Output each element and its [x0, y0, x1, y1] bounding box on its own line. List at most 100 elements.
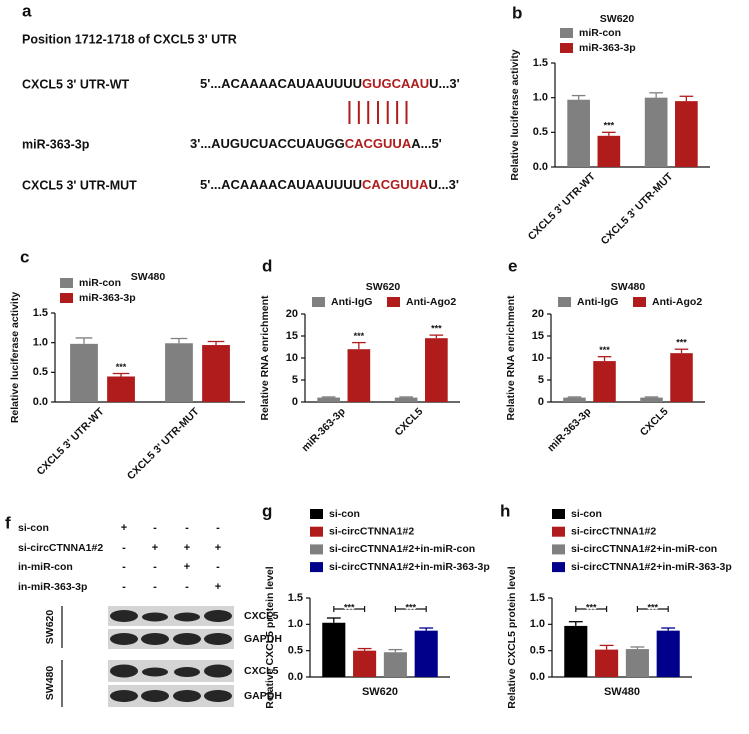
chart-title: SW620 — [366, 281, 401, 293]
band — [204, 633, 232, 645]
treatment-label: si-circCTNNA1#2 — [18, 542, 103, 554]
legend-swatch — [387, 297, 400, 307]
x-tick-label: CXCL5 3' UTR-WT — [526, 170, 599, 243]
legend-swatch — [558, 297, 571, 307]
y-tick-label: 1.5 — [33, 307, 48, 319]
legend-label: si-circCTNNA1#2+in-miR-con — [571, 543, 717, 555]
y-tick-label: 0 — [538, 396, 544, 408]
x-tick-label: miR-363-3p — [545, 406, 594, 455]
sequence-part: U...3' — [428, 177, 459, 192]
treatment-mark: - — [153, 581, 157, 593]
legend-swatch — [552, 544, 565, 555]
sequence: 5'...ACAAAACAUAAUUUUCACGUUAU...3' — [200, 177, 459, 192]
y-tick-label: 1.0 — [530, 618, 545, 630]
bar — [353, 650, 377, 677]
y-tick-label: 1.5 — [533, 57, 548, 69]
legend-label: si-circCTNNA1#2+in-miR-con — [329, 543, 475, 555]
significance-label: *** — [648, 602, 659, 612]
band-label: CXCL5 — [244, 610, 279, 622]
bar — [675, 101, 698, 167]
panel-letter: a — [22, 1, 32, 20]
y-tick-label: 0.0 — [530, 671, 545, 683]
y-tick-label: 5 — [538, 374, 544, 386]
legend-swatch — [310, 526, 323, 537]
significance-label: *** — [354, 331, 365, 341]
treatment-mark: - — [185, 581, 189, 593]
cell-line-label: SW620 — [44, 610, 56, 645]
legend-swatch — [560, 43, 573, 53]
y-tick-label: 1.0 — [533, 92, 548, 104]
y-tick-label: 0.5 — [533, 126, 548, 138]
significance-label: *** — [676, 338, 687, 348]
band — [204, 610, 232, 622]
legend-swatch — [560, 28, 573, 38]
y-tick-label: 0 — [292, 396, 298, 408]
band — [110, 664, 138, 678]
treatment-mark: + — [121, 522, 127, 534]
treatment-label: si-con — [18, 522, 49, 534]
y-tick-label: 0.0 — [33, 396, 48, 408]
y-tick-label: 10 — [286, 352, 298, 364]
significance-label: *** — [604, 121, 615, 131]
bar — [670, 353, 693, 402]
treatment-mark: - — [122, 561, 126, 573]
x-tick-label: CXCL5 — [393, 405, 426, 438]
band — [173, 690, 201, 702]
cell-line-label: SW480 — [44, 666, 56, 701]
blot-strip — [108, 629, 234, 649]
legend-label: si-circCTNNA1#2 — [329, 525, 414, 537]
treatment-mark: - — [216, 561, 220, 573]
bar — [317, 397, 340, 402]
band — [142, 612, 168, 622]
bar — [640, 397, 663, 402]
y-tick-label: 0.5 — [288, 645, 303, 657]
bar — [425, 338, 448, 402]
sequence-part: CACGUUA — [345, 136, 412, 151]
bar — [563, 397, 586, 402]
legend-label: miR-363-3p — [579, 42, 636, 54]
panel-letter: g — [262, 501, 272, 520]
treatment-mark: + — [215, 581, 221, 593]
y-axis-label: Relative RNA enrichment — [505, 295, 517, 421]
significance-label: *** — [599, 345, 610, 355]
legend-label: si-con — [329, 508, 360, 520]
bar — [593, 361, 616, 402]
band — [142, 667, 168, 677]
panel-letter: e — [508, 256, 517, 275]
sequence-part: U...3' — [429, 76, 460, 91]
legend-label: si-circCTNNA1#2 — [571, 525, 656, 537]
panel-letter: d — [262, 256, 272, 275]
bar — [597, 135, 621, 167]
sequence: 3'...AUGUCUACCUAUGGCACGUUAA...5' — [190, 136, 442, 151]
legend-label: miR-con — [79, 277, 121, 289]
bar — [107, 376, 135, 402]
panel-letter: f — [5, 513, 11, 532]
x-axis-label: SW480 — [604, 686, 640, 698]
treatment-mark: - — [122, 581, 126, 593]
significance-label: *** — [344, 602, 355, 612]
legend-label: si-circCTNNA1#2+in-miR-363-3p — [571, 561, 732, 573]
y-tick-label: 15 — [286, 330, 298, 342]
chart-title: SW480 — [131, 271, 166, 283]
panel-title: Position 1712-1718 of CXCL5 3' UTR — [22, 32, 237, 46]
y-tick-label: 1.5 — [288, 592, 303, 604]
y-tick-label: 1.0 — [288, 618, 303, 630]
legend-label: Anti-Ago2 — [406, 296, 456, 308]
treatment-mark: - — [153, 561, 157, 573]
y-tick-label: 0.0 — [288, 671, 303, 683]
bar — [347, 349, 371, 402]
band — [110, 690, 138, 702]
sequence-part: A...5' — [411, 136, 442, 151]
legend-label: si-circCTNNA1#2+in-miR-363-3p — [329, 561, 490, 573]
y-tick-label: 15 — [532, 330, 544, 342]
x-axis-label: SW620 — [362, 686, 398, 698]
treatment-label: in-miR-con — [18, 561, 73, 573]
sequence-part: 5'...ACAAAACAUAAUUUU — [200, 177, 362, 192]
legend-swatch — [60, 293, 73, 303]
legend-swatch — [552, 562, 565, 573]
bar — [567, 99, 590, 167]
significance-label: *** — [116, 362, 127, 372]
y-tick-label: 0.5 — [33, 366, 48, 378]
bands — [110, 610, 232, 702]
